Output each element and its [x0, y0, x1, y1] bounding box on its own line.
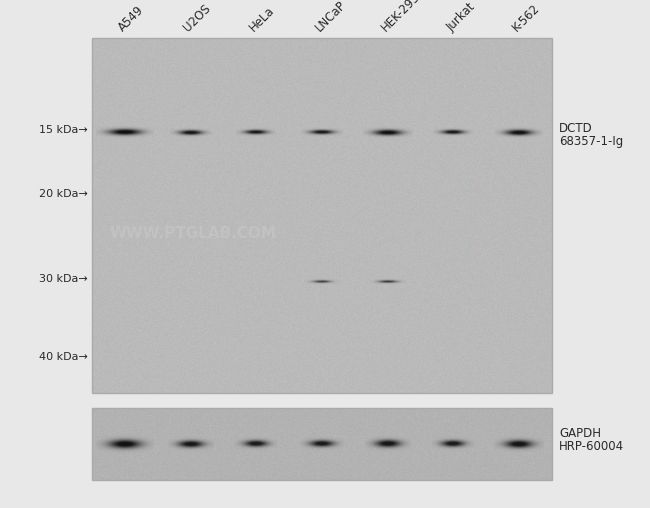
Text: 40 kDa→: 40 kDa→ — [39, 353, 88, 363]
Text: 30 kDa→: 30 kDa→ — [39, 274, 88, 284]
Text: U2OS: U2OS — [181, 2, 214, 34]
Text: Jurkat: Jurkat — [444, 1, 478, 34]
Text: 20 kDa→: 20 kDa→ — [39, 189, 88, 199]
Text: 15 kDa→: 15 kDa→ — [39, 125, 88, 135]
Text: HRP-60004: HRP-60004 — [559, 440, 624, 453]
Text: A549: A549 — [116, 4, 146, 34]
Text: WWW.PTGLAB.COM: WWW.PTGLAB.COM — [110, 226, 277, 241]
Bar — [92, 38, 552, 393]
Text: HeLa: HeLa — [247, 4, 278, 34]
Text: LNCaP: LNCaP — [313, 0, 348, 34]
Bar — [92, 408, 552, 480]
Text: K-562: K-562 — [510, 2, 543, 34]
Text: DCTD: DCTD — [559, 121, 593, 135]
Text: GAPDH: GAPDH — [559, 427, 601, 440]
Text: HEK-293: HEK-293 — [378, 0, 422, 34]
Text: 68357-1-Ig: 68357-1-Ig — [559, 135, 623, 148]
